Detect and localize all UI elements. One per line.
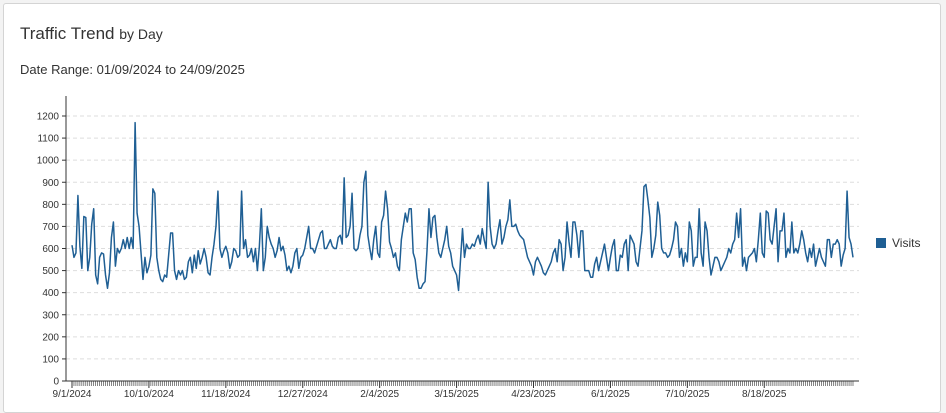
x-tick-label: 6/1/2025 [591, 389, 630, 400]
chart-card: Traffic Trend by Day Date Range: 01/09/2… [3, 3, 941, 413]
x-tick-label: 4/23/2025 [511, 389, 556, 400]
y-tick-label: 300 [42, 310, 59, 321]
y-tick-label: 0 [53, 377, 59, 388]
y-tick-label: 1100 [37, 134, 59, 145]
y-tick-label: 200 [42, 332, 59, 343]
chart-title: Traffic Trend by Day [20, 24, 163, 44]
x-tick-label: 10/10/2024 [124, 389, 174, 400]
chart-title-sub: by Day [119, 26, 163, 42]
x-tick-label: 9/1/2024 [53, 389, 92, 400]
x-tick-label: 12/27/2024 [278, 389, 328, 400]
chart-title-main: Traffic Trend [20, 24, 115, 43]
date-range-text: Date Range: 01/09/2024 to 24/09/2025 [20, 62, 245, 77]
legend-swatch-visits [876, 238, 886, 248]
y-tick-label: 800 [42, 200, 59, 211]
y-tick-label: 100 [42, 354, 59, 365]
x-tick-label: 8/18/2025 [742, 389, 787, 400]
y-tick-label: 700 [42, 222, 59, 233]
y-tick-label: 1200 [37, 112, 60, 123]
series-line-visits [71, 121, 854, 292]
y-tick-label: 600 [42, 244, 59, 255]
y-tick-label: 500 [42, 266, 59, 277]
y-tick-label: 900 [42, 178, 59, 189]
y-tick-label: 1000 [37, 156, 60, 167]
y-tick-label: 400 [42, 288, 59, 299]
x-tick-label: 2/4/2025 [360, 389, 399, 400]
chart-legend[interactable]: Visits [876, 236, 920, 250]
legend-label-visits: Visits [892, 236, 921, 250]
x-tick-label: 7/10/2025 [665, 389, 710, 400]
x-day-ticks [71, 381, 854, 386]
x-tick-label: 3/15/2025 [434, 389, 479, 400]
x-tick-label: 11/18/2024 [201, 389, 251, 400]
